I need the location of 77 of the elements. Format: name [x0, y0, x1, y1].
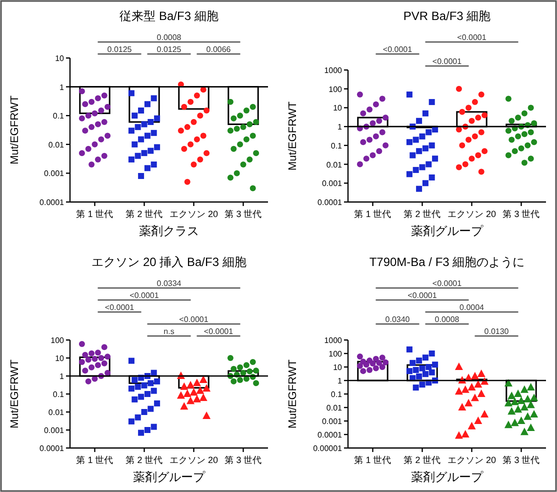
y-axis-title: Mut/EGFRWT: [9, 95, 21, 164]
x-tick-label: エクソン 20: [169, 455, 218, 465]
text: 0.0008: [434, 315, 460, 324]
y-tick-label: 1: [338, 122, 343, 132]
y-axis-title: Mut/EGFRWT: [287, 359, 299, 428]
y-tick-label: 0.001: [44, 426, 65, 435]
y-tick-label: 0.001: [44, 169, 65, 178]
x-tick-label: 第 2 世代: [126, 209, 163, 219]
text: <0.0001: [382, 45, 413, 54]
x-tick-label: 第 3 世代: [502, 455, 540, 465]
x-tick-label: 第 3 世代: [224, 209, 262, 219]
y-tick-label: 0.01: [48, 408, 65, 417]
text: <0.0001: [408, 291, 438, 300]
chart-title: 従来型 Ba/F3 細胞: [120, 9, 218, 23]
y-tick-label: 0.1: [330, 390, 343, 399]
y-axis-title: Mut/EGFRWT: [9, 359, 21, 428]
y-tick-label: 0.001: [322, 179, 343, 188]
text: <0.0001: [457, 33, 487, 42]
y-tick-label: 0.00001: [313, 444, 343, 453]
y-tick-label: 100: [328, 84, 343, 94]
x-axis-title: 薬剤グループ: [411, 470, 484, 484]
x-tick-label: 第 1 世代: [76, 209, 114, 219]
y-tick-label: 1: [338, 376, 343, 386]
y-tick-label: 10: [333, 104, 343, 113]
text: 0.0004: [460, 303, 485, 312]
text: n.s: [164, 327, 174, 336]
y-tick-label: 0.01: [326, 160, 343, 170]
x-tick-label: 第 1 世代: [354, 455, 392, 465]
text: 0.0340: [385, 315, 410, 324]
text: <0.0001: [432, 279, 462, 288]
x-tick-label: 第 1 世代: [76, 455, 114, 465]
y-tick-label: 1: [60, 372, 65, 381]
y-tick-label: 0.1: [52, 390, 65, 399]
x-tick-label: 第 3 世代: [224, 455, 262, 465]
x-tick-label: エクソン 20: [447, 209, 496, 219]
x-tick-label: 第 3 世代: [502, 209, 540, 219]
chart-title: エクソン 20 挿入 Ba/F3 細胞: [92, 255, 246, 269]
text: 0.0130: [484, 327, 510, 336]
y-tick-label: 0.01: [326, 404, 343, 412]
y-tick-label: 0.0001: [40, 198, 65, 207]
y-tick-label: 0.1: [330, 141, 343, 150]
y-axis-title: Mut/EGFRWT: [287, 101, 299, 170]
text: 0.0125: [107, 45, 132, 54]
text: 0.0066: [206, 45, 232, 54]
y-tick-label: 1000: [324, 66, 343, 75]
x-tick-label: 第 1 世代: [354, 209, 392, 219]
y-tick-label: 0.0001: [318, 198, 343, 207]
y-tick-label: 0.0001: [40, 444, 65, 453]
text: <0.0001: [130, 291, 160, 300]
y-tick-label: 0.1: [52, 112, 65, 121]
y-tick-label: 10: [333, 363, 343, 372]
x-tick-label: 第 2 世代: [126, 455, 163, 465]
x-tick-label: エクソン 20: [447, 455, 496, 465]
y-tick-label: 10: [55, 354, 65, 363]
x-tick-label: 第 2 世代: [404, 455, 441, 465]
y-tick-label: 10: [55, 54, 65, 63]
chart-title: PVR Ba/F3 細胞: [403, 9, 491, 23]
y-tick-label: 0.01: [48, 140, 65, 150]
text: <0.0001: [179, 315, 209, 324]
text: <0.0001: [104, 303, 135, 312]
text: 0.0125: [156, 45, 182, 54]
text: 0.0008: [156, 33, 182, 42]
x-axis-title: 薬剤グループ: [411, 224, 484, 238]
x-axis-title: 薬剤グループ: [133, 470, 206, 484]
y-tick-label: 0.001: [322, 417, 343, 426]
chart-title: T790M-Ba / F3 細胞のように: [369, 255, 525, 269]
x-tick-label: 第 2 世代: [404, 209, 441, 219]
x-tick-label: エクソン 20: [169, 209, 218, 219]
y-tick-label: 1000: [324, 336, 343, 345]
y-tick-label: 100: [50, 336, 65, 345]
y-tick-label: 0.0001: [318, 430, 343, 440]
text: <0.0001: [432, 57, 462, 66]
text: 0.0334: [156, 279, 182, 288]
y-tick-label: 1: [60, 82, 65, 92]
x-axis-title: 薬剤クラス: [139, 224, 199, 238]
text: <0.0001: [204, 327, 234, 336]
y-tick-label: 100: [328, 350, 343, 358]
